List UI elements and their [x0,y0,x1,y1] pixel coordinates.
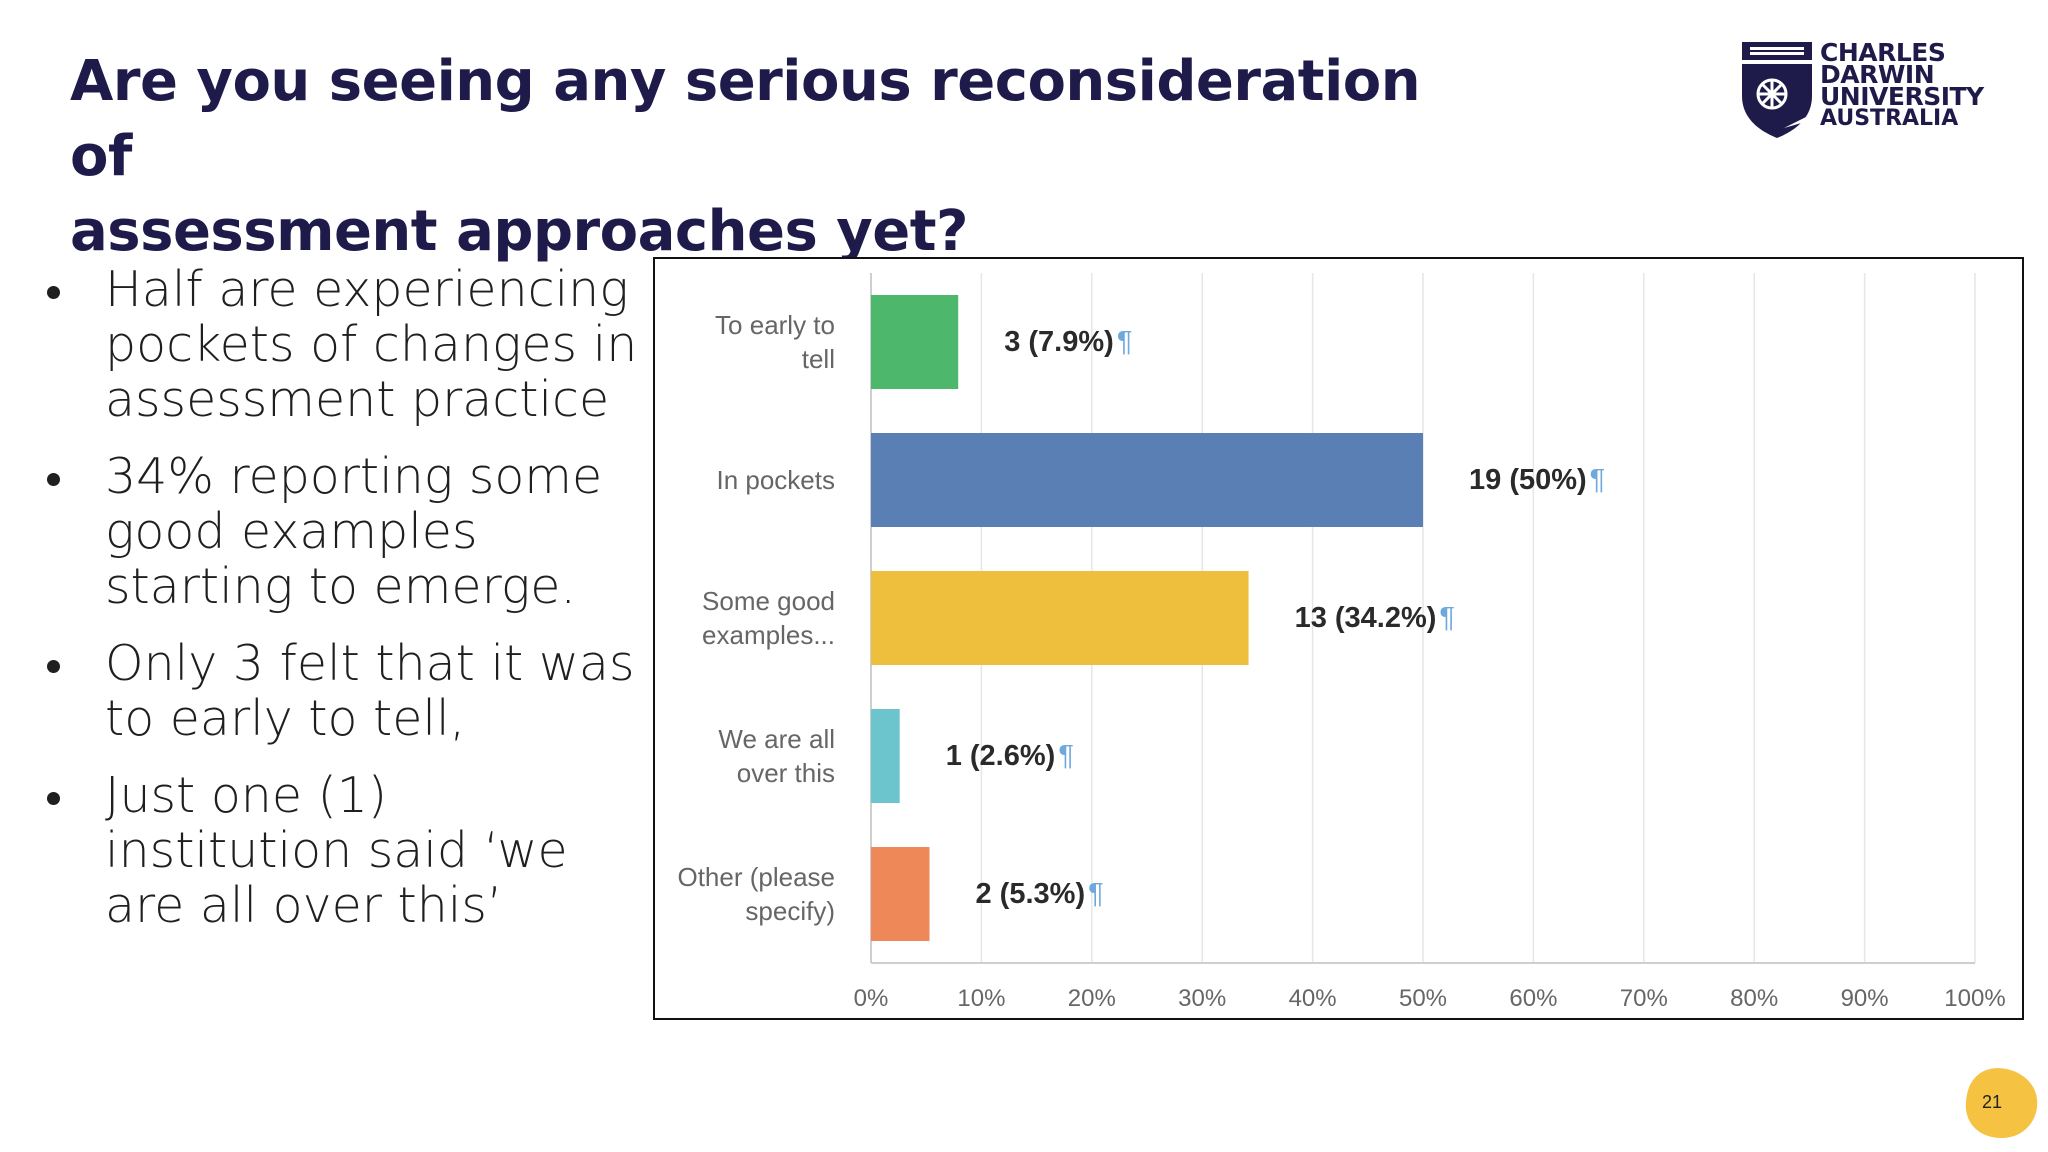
pilcrow-mark: ¶ [1117,326,1133,358]
pilcrow-mark: ¶ [1088,878,1104,910]
category-label: tell [802,344,835,374]
bullet-dot [47,792,60,805]
category-label: over this [737,758,835,788]
bullet-dot [47,660,60,673]
category-label: To early to [715,310,835,340]
bullet-line: assessment practice [105,371,610,428]
data-label: 2 (5.3%) [976,878,1086,910]
category-label: We are all [718,724,835,754]
data-label: 3 (7.9%) [1004,326,1114,358]
bullet-list: Half are experiencing pockets of changes … [44,262,644,955]
bullet-dot [47,473,60,486]
bullet-line: institution said ‘we [105,822,568,879]
bullet-line: pockets of changes in [105,316,638,373]
bar [871,709,900,803]
x-tick-label: 20% [1068,985,1116,1012]
university-logo: CHARLES DARWIN UNIVERSITY AUSTRALIA [1740,40,2010,144]
x-tick-label: 90% [1841,985,1889,1012]
data-label: 13 (34.2%) [1295,602,1437,634]
x-tick-label: 60% [1509,985,1557,1012]
pilcrow-mark: ¶ [1439,602,1455,634]
x-tick-label: 40% [1289,985,1337,1012]
category-label: examples... [702,620,835,650]
bullet-line: starting to emerge. [105,558,576,615]
shield-icon [1742,42,1812,138]
bar-chart: 0% 10% 20% 30% 40% 50% 60% 70% 80% 90% 100% 3 (7.9%… [677,273,2006,1012]
slide-title-line: Are you seeing any serious reconsiderati… [70,49,1421,189]
x-tick-label: 0% [854,985,889,1012]
slide-title: Are you seeing any serious reconsiderati… [70,44,1470,269]
x-tick-label: 50% [1399,985,1447,1012]
x-tick-label: 30% [1178,985,1226,1012]
logo-subline: AUSTRALIA [1820,106,1959,131]
x-tick-label: 100% [1944,985,2005,1012]
bullet-line: Just one (1) [105,767,387,824]
x-tick-label: 10% [957,985,1005,1012]
category-label: Other (please [677,862,835,892]
bullet-line: are all over this’ [105,877,503,934]
logo-line: DARWIN [1820,60,1935,89]
data-label: 1 (2.6%) [946,740,1056,772]
bullet-item: Half are experiencing pockets of changes … [44,262,644,427]
logo-line: CHARLES [1820,38,1946,67]
survey-chart: 0% 10% 20% 30% 40% 50% 60% 70% 80% 90% 100% 3 (7.9%… [653,257,2024,1020]
bullet-item: 34% reporting some good examples starting … [44,449,644,614]
pilcrow-mark: ¶ [1590,464,1606,496]
bullet-line: to early to tell, [105,690,466,747]
bullet-line: 34% reporting some [105,448,603,505]
bar [871,295,959,389]
bullet-item: Just one (1) institution said ‘we are all … [44,768,644,933]
bullet-line: good examples [105,503,478,560]
bullet-line: Only 3 felt that it was [105,635,635,692]
page-number: 21 [1981,1092,2003,1112]
category-label: In pockets [716,465,835,495]
bullet-dot [47,286,60,299]
x-tick-label: 80% [1730,985,1778,1012]
data-label: 19 (50%) [1469,464,1587,496]
bullet-item: Only 3 felt that it was to early to tell, [44,636,644,746]
category-label: Some good [702,586,835,616]
bullet-line: Half are experiencing [105,261,629,318]
x-tick-label: 70% [1620,985,1668,1012]
pilcrow-mark: ¶ [1058,740,1074,772]
logo-line: UNIVERSITY [1820,82,1984,111]
bar [871,571,1249,665]
bar [871,433,1423,527]
category-label: specify) [745,896,835,926]
bar [871,847,930,941]
page-number-badge [1965,1068,2038,1138]
slide-title-line: assessment approaches yet? [70,199,969,264]
